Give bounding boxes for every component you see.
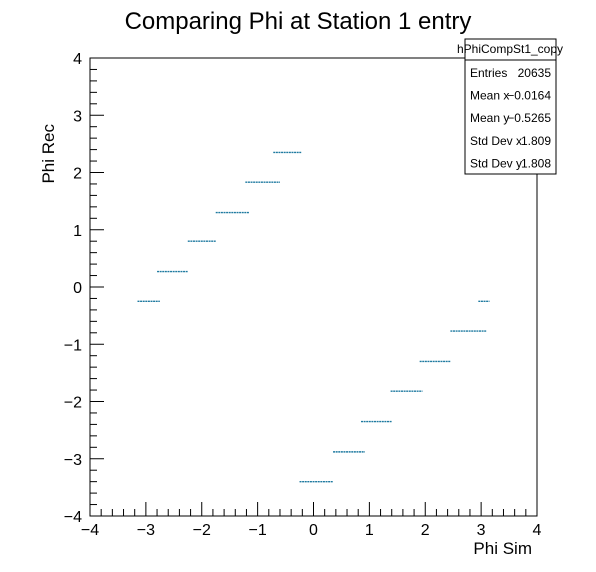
stats-box-title: hPhiCompSt1_copy — [457, 42, 563, 56]
x-tick-label: 4 — [533, 522, 542, 539]
stats-row-label: Std Dev x — [470, 134, 522, 148]
stats-row-label: Std Dev y — [470, 156, 522, 170]
x-tick-label: 0 — [309, 522, 318, 539]
stats-box: hPhiCompSt1_copy Entries 20635 Mean x−0.01… — [457, 38, 563, 175]
y-tick-label: 3 — [73, 108, 82, 125]
y-tick-label: 2 — [73, 166, 82, 183]
x-tick-label: −2 — [193, 522, 211, 539]
stats-row-value: 1.809 — [521, 134, 551, 148]
axis-ticks — [89, 57, 538, 517]
y-tick-label: 4 — [73, 51, 82, 68]
y-tick-label: 0 — [73, 280, 82, 297]
tick-labels: −4 −3 −2 −1 0 1 2 3 4 −4 −3 −2 −1 0 1 2 3 4 — [64, 51, 542, 539]
stats-rows: Entries 20635 Mean x−0.0164 Mean y−0.5265 St… — [470, 66, 551, 170]
stats-row-value: −0.0164 — [507, 89, 551, 103]
x-tick-label: −4 — [81, 522, 99, 539]
x-tick-label: 3 — [477, 522, 486, 539]
stats-row-value: −0.5265 — [507, 111, 551, 125]
x-tick-label: 1 — [365, 522, 374, 539]
x-tick-label: −1 — [249, 522, 267, 539]
stats-row-label: Entries — [470, 66, 507, 80]
x-tick-label: −3 — [137, 522, 155, 539]
x-axis-label: Phi Sim — [473, 539, 532, 558]
stats-box-frame — [464, 38, 557, 175]
plot-area: −4 −3 −2 −1 0 1 2 3 4 −4 −3 −2 −1 0 1 2 3 4 — [64, 51, 542, 539]
stats-row-label: Mean x — [470, 89, 509, 103]
chart-title: Comparing Phi at Station 1 entry — [125, 8, 472, 35]
stats-row-value: 20635 — [518, 66, 552, 80]
y-tick-label: −3 — [64, 452, 82, 469]
y-tick-label: −1 — [64, 337, 82, 354]
data-layer — [137, 151, 490, 483]
y-tick-label: 1 — [73, 223, 82, 240]
y-tick-label: −4 — [64, 509, 82, 526]
stats-row-value: 1.808 — [521, 156, 551, 170]
x-tick-label: 2 — [421, 522, 430, 539]
y-axis-label: Phi Rec — [39, 124, 58, 184]
stats-row-label: Mean y — [470, 111, 509, 125]
y-tick-label: −2 — [64, 395, 82, 412]
